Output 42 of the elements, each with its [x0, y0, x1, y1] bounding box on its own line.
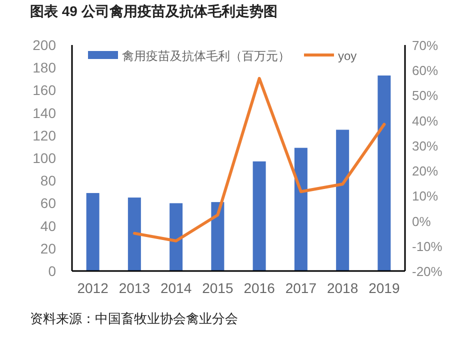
y-tick-label: 60 — [40, 195, 56, 212]
y2-tick-label: 60% — [412, 63, 438, 78]
y2-tick-label: 0% — [412, 214, 432, 229]
x-tick-label: 2013 — [118, 280, 150, 296]
bar — [211, 202, 224, 271]
y-tick-label: 200 — [32, 37, 56, 53]
y-tick-label: 140 — [32, 104, 56, 121]
y-tick-label: 80 — [40, 172, 56, 189]
x-tick-label: 2016 — [244, 280, 276, 296]
legend-label: yoy — [338, 49, 357, 63]
y2-tick-label: 70% — [412, 38, 438, 53]
y-tick-label: 180 — [32, 60, 56, 76]
y2-tick-label: 20% — [412, 164, 438, 179]
bar — [170, 203, 183, 271]
x-tick-label: 2014 — [160, 280, 192, 296]
y-tick-label: 100 — [32, 150, 56, 166]
x-tick-label: 2015 — [202, 280, 234, 296]
y-tick-label: 20 — [40, 240, 56, 256]
chart-title: 图表 49 公司禽用疫苗及抗体毛利走势图 — [30, 3, 278, 19]
bar — [252, 161, 266, 271]
line-series — [132, 76, 386, 242]
bar — [294, 148, 308, 271]
bar — [128, 198, 141, 271]
text: 资料来源：中国畜牧业协会禽业分会 — [30, 311, 238, 326]
y2-tick-label: 40% — [412, 113, 438, 128]
x-tick-label: 2018 — [326, 280, 358, 296]
y-tick-label: 120 — [32, 127, 56, 144]
y-tick-label: 0 — [48, 263, 56, 279]
x-tick-label: 2019 — [368, 280, 400, 296]
bar — [378, 76, 391, 271]
y2-tick-label: 30% — [412, 138, 438, 154]
y-tick-label: 40 — [40, 218, 56, 234]
x-tick-label: 2012 — [77, 280, 109, 296]
legend-label: 禽用疫苗及抗体毛利（百万元） — [122, 49, 290, 63]
y2-tick-label: -20% — [412, 264, 443, 279]
bar — [336, 130, 350, 271]
x-tick-label: 2017 — [285, 280, 317, 296]
y2-tick-label: -10% — [412, 238, 443, 254]
y2-tick-label: 50% — [412, 88, 438, 104]
y2-tick-label: 10% — [412, 188, 438, 204]
y-tick-label: 160 — [32, 82, 56, 98]
bar — [86, 193, 100, 271]
